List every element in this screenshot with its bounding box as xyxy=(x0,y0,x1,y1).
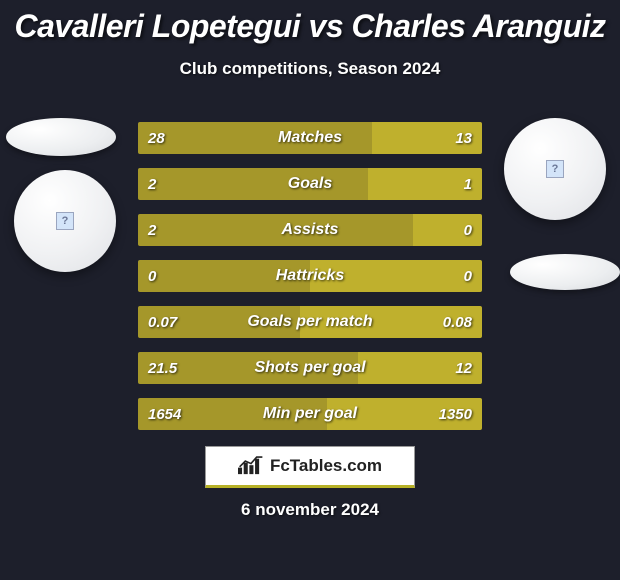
stat-bar-left xyxy=(138,306,300,338)
stat-row: Shots per goal21.512 xyxy=(138,352,482,384)
stat-row: Hattricks00 xyxy=(138,260,482,292)
stat-row: Min per goal16541350 xyxy=(138,398,482,430)
stat-row: Matches2813 xyxy=(138,122,482,154)
stat-bar-right xyxy=(368,168,482,200)
stat-bars-container: Matches2813 Goals21 Assists20 Hattricks00 Go… xyxy=(138,122,482,444)
missing-image-icon xyxy=(546,160,564,178)
stat-row: Goals per match0.070.08 xyxy=(138,306,482,338)
stat-bar-left xyxy=(138,398,327,430)
stat-bar-left xyxy=(138,122,372,154)
missing-image-icon xyxy=(56,212,74,230)
page-title: Cavalleri Lopetegui vs Charles Aranguiz xyxy=(0,0,620,45)
stat-bar-left xyxy=(138,168,368,200)
page-subtitle: Club competitions, Season 2024 xyxy=(0,59,620,79)
stat-bar-right xyxy=(300,306,482,338)
stat-bar-right xyxy=(372,122,482,154)
stat-row: Goals21 xyxy=(138,168,482,200)
team-logo-placeholder-right xyxy=(510,254,620,290)
team-logo-placeholder-left xyxy=(6,118,116,156)
stat-bar-right xyxy=(327,398,482,430)
attribution-text: FcTables.com xyxy=(270,456,382,476)
stat-bar-right xyxy=(358,352,482,384)
player-avatar-left xyxy=(14,170,116,272)
player-avatar-right xyxy=(504,118,606,220)
stat-row: Assists20 xyxy=(138,214,482,246)
bar-chart-icon xyxy=(238,456,264,476)
stat-bar-left xyxy=(138,214,413,246)
stat-bar-left xyxy=(138,352,358,384)
stat-bar-left xyxy=(138,260,310,292)
footer-date: 6 november 2024 xyxy=(0,500,620,520)
stat-bar-right xyxy=(413,214,482,246)
stat-bar-right xyxy=(310,260,482,292)
attribution-badge: FcTables.com xyxy=(205,446,415,488)
